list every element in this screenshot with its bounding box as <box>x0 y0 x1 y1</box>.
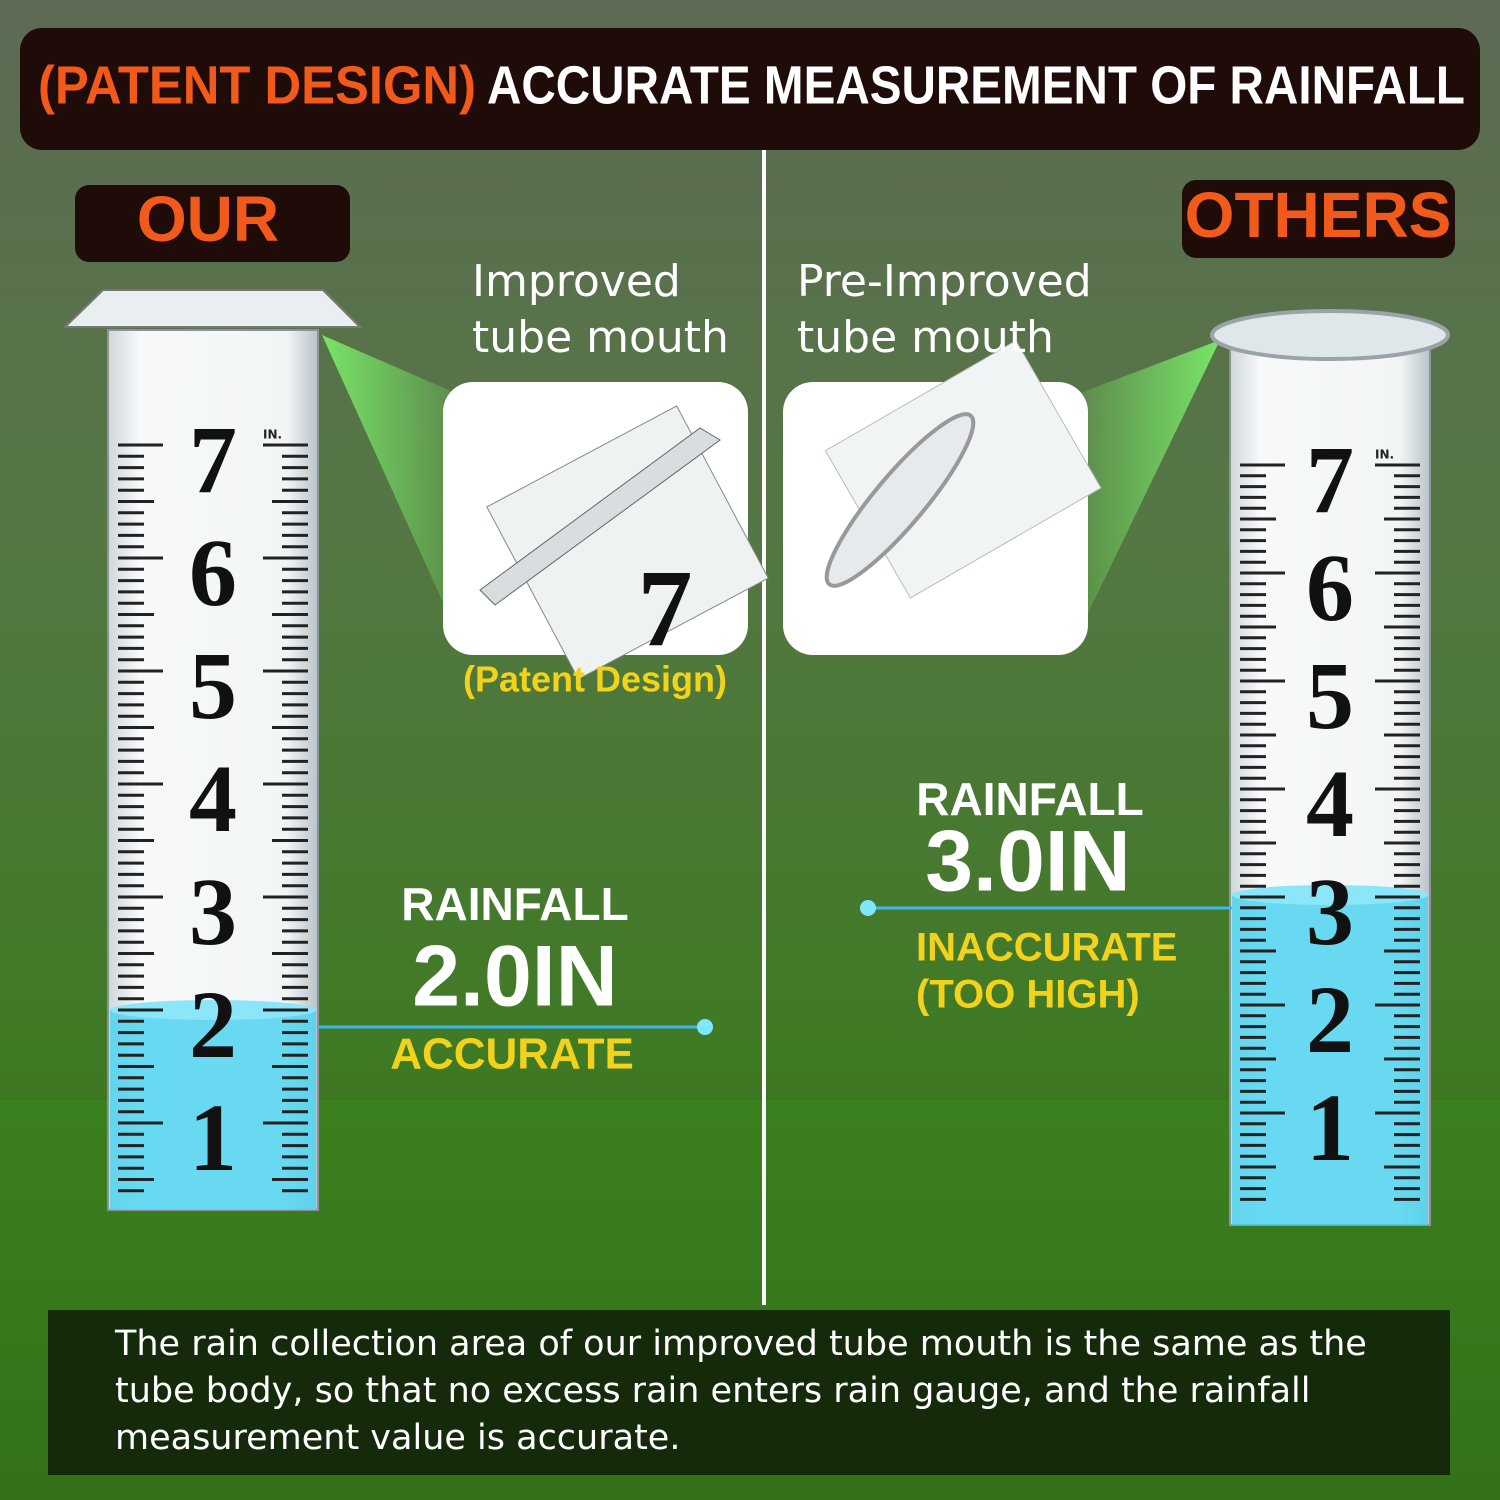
scale-number: 4 <box>1306 750 1354 857</box>
scale-unit: IN. <box>263 428 282 442</box>
footer-line: measurement value is accurate. <box>115 1418 680 1458</box>
reading-label: RAINFALL <box>916 773 1143 825</box>
scale-number: 2 <box>1306 966 1354 1073</box>
caption: Pre-Improved <box>797 256 1092 307</box>
footer-box <box>48 1310 1450 1475</box>
scale-number: 5 <box>189 632 237 739</box>
tube-lip <box>1210 309 1450 361</box>
scale-number: 6 <box>1306 534 1354 641</box>
inset <box>783 340 1102 655</box>
badge: OTHERS <box>1185 179 1452 251</box>
patent-note: (Patent Design) <box>463 659 727 700</box>
inset: 7 <box>443 382 769 680</box>
verdict: (TOO HIGH) <box>916 973 1140 1017</box>
footer-line: The rain collection area of our improved… <box>114 1324 1367 1364</box>
scale-number: 2 <box>189 971 237 1078</box>
scale-number: 6 <box>189 519 237 626</box>
scale-number: 1 <box>1306 1074 1354 1181</box>
badge-box <box>1182 180 1455 258</box>
beam <box>322 335 460 640</box>
scale-number: 3 <box>1306 858 1354 965</box>
level-dot <box>697 1019 713 1035</box>
scale-number: 4 <box>189 745 237 852</box>
verdict: ACCURATE <box>390 1030 634 1079</box>
verdict: INACCURATE <box>916 926 1177 970</box>
water-surface <box>110 1000 316 1020</box>
reading-value: 2.0IN <box>412 929 618 1025</box>
scale-number: 7 <box>1306 426 1354 533</box>
reading-label: RAINFALL <box>401 878 628 930</box>
tube-flange <box>62 289 363 328</box>
water-surface <box>1232 885 1428 905</box>
header-bar <box>20 28 1480 150</box>
scale-unit: IN. <box>1375 448 1394 462</box>
scale-number: 3 <box>189 858 237 965</box>
badge: OUR <box>137 183 279 255</box>
footer-line: tube body, so that no excess rain enters… <box>115 1371 1311 1411</box>
header-title: ACCURATE MEASUREMENT OF RAINFALL <box>487 55 1465 115</box>
level-dot <box>860 900 876 916</box>
header-tag: (PATENT DESIGN) <box>38 55 476 115</box>
scale-number: 7 <box>189 406 237 513</box>
caption: tube mouth <box>797 312 1054 363</box>
reading-value: 3.0IN <box>925 814 1131 910</box>
scale-number: 1 <box>189 1084 237 1191</box>
water <box>110 1010 316 1210</box>
inset-digit: 7 <box>638 547 693 669</box>
caption: Improved <box>472 256 681 307</box>
beam <box>1075 340 1220 640</box>
scale-number: 5 <box>1306 642 1354 749</box>
badge-box <box>75 185 350 262</box>
caption: tube mouth <box>472 312 729 363</box>
